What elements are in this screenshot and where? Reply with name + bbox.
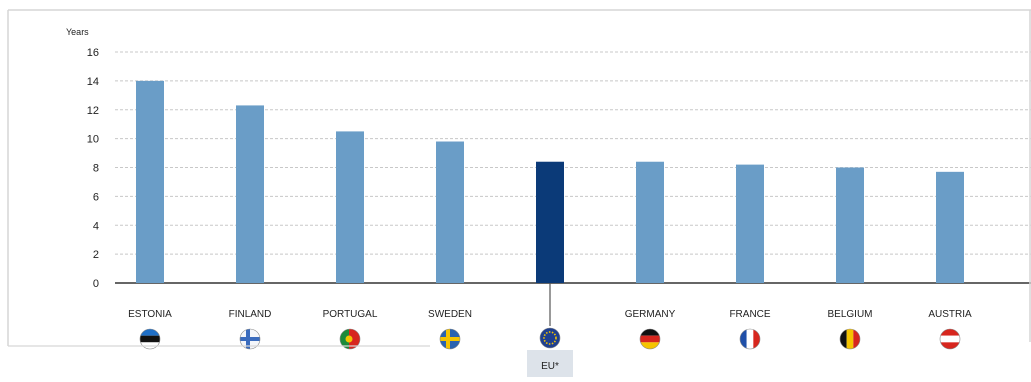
y-tick-label: 14: [87, 76, 99, 88]
y-tick-label: 16: [87, 47, 99, 59]
category-label: AUSTRIA: [928, 309, 972, 320]
y-axis: Years 0 2 4 6 8 10 12 14 16: [66, 27, 99, 290]
category-label: GERMANY: [625, 309, 676, 320]
bars: [136, 80, 964, 283]
y-tick-label: 12: [87, 105, 99, 117]
y-axis-title: Years: [66, 27, 89, 37]
eu-flag-icon: [539, 327, 561, 349]
category-label: SWEDEN: [428, 309, 472, 320]
sweden-flag-icon: [439, 328, 461, 350]
austria-flag-icon: [939, 328, 961, 350]
y-tick-label: 8: [93, 163, 99, 175]
flags: [139, 327, 961, 350]
bar-eu: [536, 161, 564, 283]
eu-label-box: [527, 350, 573, 377]
y-tick-label: 4: [93, 220, 99, 232]
y-tick-label: 10: [87, 134, 99, 146]
bar-belgium: [836, 167, 864, 283]
category-label: FINLAND: [229, 309, 272, 320]
category-label: BELGIUM: [827, 309, 872, 320]
belgium-flag-icon: [839, 328, 861, 350]
y-tick-label: 2: [93, 249, 99, 261]
category-labels: ESTONIA FINLAND PORTUGAL SWEDEN EU* GERMANY FR…: [128, 283, 972, 377]
category-label: FRANCE: [729, 309, 770, 320]
bar-portugal: [336, 131, 364, 283]
category-label: ESTONIA: [128, 309, 172, 320]
germany-flag-icon: [639, 328, 661, 350]
finland-flag-icon: [239, 328, 261, 350]
y-tick-label: 0: [93, 278, 99, 290]
bar-sweden: [436, 141, 464, 283]
bar-austria: [936, 171, 964, 283]
france-flag-icon: [739, 328, 761, 350]
bar-france: [736, 164, 764, 283]
y-tick-label: 6: [93, 191, 99, 203]
bar-germany: [636, 161, 664, 283]
bar-estonia: [136, 80, 164, 283]
gridlines: [115, 51, 1031, 284]
portugal-flag-icon: [339, 328, 361, 350]
category-label: EU*: [541, 361, 559, 372]
bar-finland: [236, 105, 264, 283]
category-label: PORTUGAL: [323, 309, 378, 320]
